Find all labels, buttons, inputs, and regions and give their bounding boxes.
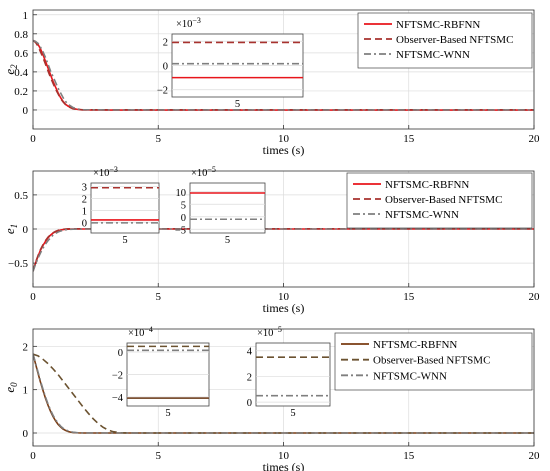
inset-frame <box>90 182 160 234</box>
series-line <box>33 39 534 111</box>
inset-exponent: ×10−5 <box>257 325 282 339</box>
inset-plot: −4 −2 0 5 ×10−4 <box>112 325 210 419</box>
y-axis-label: e1 <box>2 224 19 234</box>
inset-exponent: ×10−3 <box>93 165 118 179</box>
y-tick-label: 1 <box>23 385 29 397</box>
inset-y-tick-label: 1 <box>82 206 87 217</box>
inset-y-tick-label: 3 <box>82 183 87 194</box>
inset-plot: −2 0 2 5 ×10−3 <box>157 16 304 110</box>
inset-y-tick-label: 0 <box>181 213 186 224</box>
legend-entry: NFTSMC-RBFNN <box>385 179 469 191</box>
y-axis-label: e2 <box>2 64 19 75</box>
legend-entry: NFTSMC-RBFNN <box>396 19 480 31</box>
series-line <box>33 228 534 272</box>
y-tick-label: 0 <box>23 428 29 440</box>
inset-x-tick-label: 5 <box>225 235 230 246</box>
x-axis-label: times (s) <box>263 460 305 471</box>
legend-entry: NFTSMC-WNN <box>373 370 447 382</box>
x-tick-label: 10 <box>278 133 290 145</box>
legend-entry: NFTSMC-WNN <box>396 49 470 61</box>
x-tick-label: 15 <box>403 133 415 145</box>
x-tick-label: 5 <box>156 133 162 145</box>
y-tick-label: 0.8 <box>14 29 28 41</box>
inset-y-tick-label: 4 <box>247 347 253 358</box>
inset-y-tick-label: −4 <box>112 393 124 404</box>
x-tick-label: 0 <box>30 291 36 303</box>
inset-frame <box>189 182 266 234</box>
y-tick-label: 0 <box>23 224 29 236</box>
legend-entry: NFTSMC-WNN <box>385 209 459 221</box>
inset-x-tick-label: 5 <box>290 408 295 419</box>
y-axis-label: e0 <box>2 382 19 393</box>
y-tick-label: 0.6 <box>14 48 28 60</box>
inset-y-tick-label: −2 <box>157 86 168 97</box>
inset-plot: 0 2 4 5 ×10−5 <box>247 325 331 419</box>
legend-entry: Observer-Based NFTSMC <box>396 34 513 46</box>
legend-entry: Observer-Based NFTSMC <box>385 194 502 206</box>
x-axis-label: times (s) <box>263 301 305 315</box>
inset-exponent: ×10−4 <box>128 325 153 339</box>
inset-y-tick-label: −5 <box>175 225 186 236</box>
inset-x-tick-label: 5 <box>122 235 127 246</box>
x-tick-label: 5 <box>156 291 162 303</box>
inset-y-tick-label: 0 <box>82 218 87 229</box>
legend-entry: Observer-Based NFTSMC <box>373 355 490 367</box>
y-tick-label: 0.5 <box>14 190 28 202</box>
inset-y-tick-label: 0 <box>118 348 123 359</box>
x-tick-label: 0 <box>30 450 36 462</box>
x-axis-label: times (s) <box>263 143 305 157</box>
x-tick-label: 20 <box>529 450 541 462</box>
legend-box <box>334 332 533 391</box>
y-tick-label: 2 <box>23 341 29 353</box>
x-tick-label: 10 <box>278 291 290 303</box>
inset-y-tick-label: 0 <box>163 62 168 73</box>
series-line <box>33 39 534 111</box>
series-line <box>33 353 534 434</box>
y-tick-label: 0.4 <box>14 67 28 79</box>
x-tick-label: 15 <box>403 291 415 303</box>
x-tick-label: 10 <box>278 450 290 462</box>
x-tick-label: 20 <box>529 291 541 303</box>
inset-y-tick-label: 10 <box>176 188 187 199</box>
inset-exponent: ×10−3 <box>176 16 201 30</box>
inset-y-tick-label: 0 <box>247 398 252 409</box>
x-tick-label: 15 <box>403 450 415 462</box>
y-tick-label: 0.2 <box>14 86 28 98</box>
legend-box <box>346 172 533 229</box>
inset-y-tick-label: 2 <box>247 372 252 383</box>
x-tick-label: 5 <box>156 450 162 462</box>
x-tick-label: 20 <box>529 133 541 145</box>
inset-y-tick-label: 2 <box>163 37 168 48</box>
inset-y-tick-label: −2 <box>112 371 123 382</box>
y-tick-label: −0.5 <box>8 258 28 270</box>
y-tick-label: 1 <box>23 10 29 22</box>
inset-y-tick-label: 5 <box>181 200 186 211</box>
legend-entry: NFTSMC-RBFNN <box>373 339 457 351</box>
y-tick-label: 0 <box>23 105 29 117</box>
inset-x-tick-label: 5 <box>165 408 170 419</box>
inset-frame <box>255 342 331 407</box>
x-tick-label: 0 <box>30 133 36 145</box>
inset-exponent: ×10−5 <box>191 165 216 179</box>
inset-x-tick-label: 5 <box>235 99 240 110</box>
legend-box <box>357 12 533 69</box>
series-line <box>33 353 534 434</box>
inset-y-tick-label: 2 <box>82 194 87 205</box>
